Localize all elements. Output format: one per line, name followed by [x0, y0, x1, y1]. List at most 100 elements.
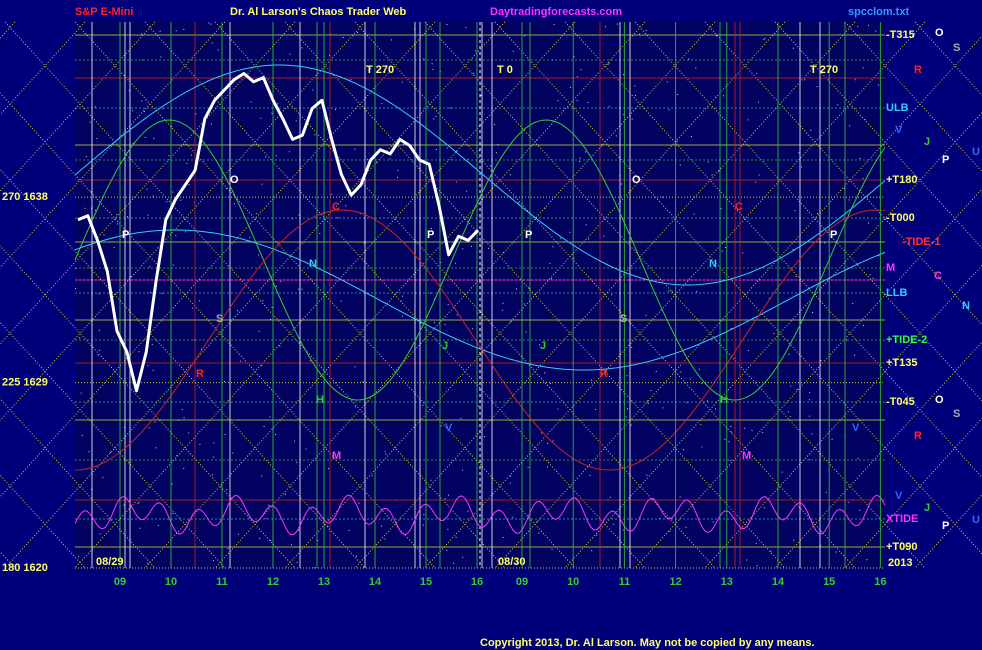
star: [258, 330, 260, 332]
star: [722, 95, 724, 97]
star: [810, 129, 812, 131]
star: [470, 245, 472, 247]
star: [152, 195, 154, 197]
star: [460, 417, 462, 419]
star: [596, 534, 598, 536]
star: [510, 321, 512, 323]
envelope: [74, 64, 886, 286]
star: [467, 510, 469, 512]
star: [603, 235, 605, 237]
star: [175, 235, 177, 237]
star: [794, 210, 796, 212]
star: [518, 202, 520, 204]
star: [296, 461, 298, 463]
star: [447, 304, 449, 306]
star: [456, 314, 458, 316]
annotation: J: [442, 340, 448, 352]
star: [435, 148, 437, 150]
star: [90, 191, 92, 193]
star: [484, 436, 486, 438]
star: [98, 293, 100, 295]
star: [652, 498, 654, 500]
star: [475, 50, 477, 52]
star: [502, 309, 504, 311]
star: [298, 529, 300, 531]
annotation: V: [445, 422, 453, 434]
star: [696, 291, 698, 293]
star: [354, 366, 356, 368]
x-tick-label: 10: [165, 576, 177, 588]
star: [730, 425, 732, 427]
star: [645, 314, 647, 316]
star: [625, 416, 627, 418]
star: [546, 466, 548, 468]
star: [249, 236, 251, 238]
star: [569, 87, 571, 89]
diagonal: [284, 21, 786, 569]
star: [478, 405, 480, 407]
side-letter: P: [942, 154, 949, 166]
star: [716, 35, 718, 37]
star: [97, 354, 99, 356]
level-label: -T000: [886, 212, 915, 224]
star: [195, 113, 197, 115]
star: [608, 62, 610, 64]
star: [816, 86, 818, 88]
star: [422, 404, 424, 406]
side-letter: O: [935, 27, 944, 39]
star: [81, 434, 83, 436]
star: [707, 161, 709, 163]
star: [579, 157, 581, 159]
star: [237, 310, 239, 312]
star: [809, 459, 811, 461]
side-letter: O: [935, 394, 944, 406]
star: [265, 156, 267, 158]
annotation: R: [196, 368, 204, 380]
star: [330, 193, 332, 195]
star: [217, 49, 219, 51]
star: [225, 188, 227, 190]
star: [461, 380, 463, 382]
star: [788, 353, 790, 355]
star: [84, 207, 86, 209]
star: [587, 101, 589, 103]
annotation: V: [852, 422, 860, 434]
star: [223, 381, 225, 383]
star: [188, 184, 190, 186]
star: [389, 158, 391, 160]
star: [690, 136, 692, 138]
star: [623, 529, 625, 531]
star: [275, 433, 276, 435]
star: [147, 365, 149, 367]
star: [650, 389, 652, 391]
diagonal: [4, 21, 506, 569]
star: [263, 426, 265, 428]
star: [146, 188, 148, 190]
star: [397, 176, 399, 178]
star: [547, 442, 549, 444]
star: [172, 512, 174, 514]
star: [298, 288, 300, 290]
star: [693, 213, 695, 215]
star: [370, 68, 372, 70]
x-tick-label: 15: [823, 576, 835, 588]
star: [755, 181, 757, 183]
star: [143, 111, 145, 113]
star: [200, 348, 202, 350]
star: [789, 416, 791, 418]
star: [626, 375, 628, 377]
star: [402, 315, 404, 317]
star: [126, 216, 128, 218]
instrument: S&P E-Mini: [75, 6, 133, 18]
diagonal: [494, 35, 982, 569]
star: [516, 288, 518, 290]
star: [292, 218, 294, 220]
star: [259, 537, 261, 539]
cycle: [74, 209, 886, 471]
star: [576, 99, 578, 101]
star: [183, 417, 185, 419]
star: [862, 67, 864, 69]
annotation: T 270: [810, 64, 838, 76]
star: [162, 108, 164, 110]
star: [90, 207, 92, 209]
